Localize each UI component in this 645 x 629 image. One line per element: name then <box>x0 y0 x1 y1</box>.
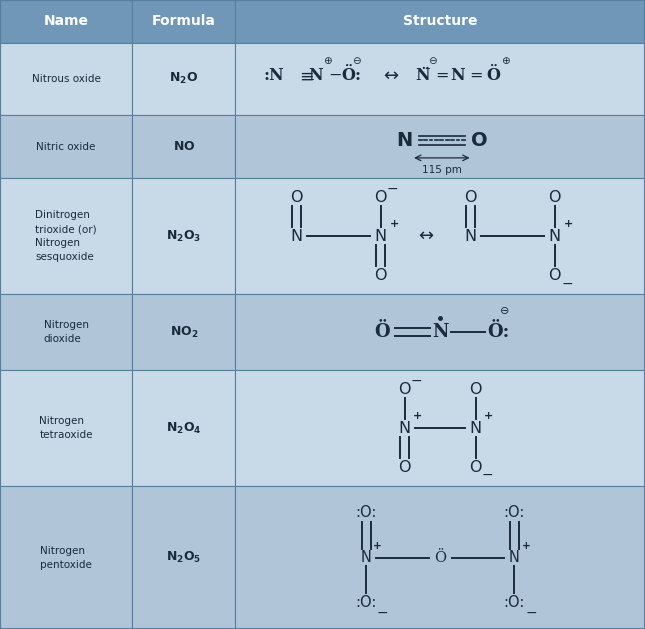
Text: $\mathbf{NO_2}$: $\mathbf{NO_2}$ <box>170 325 198 340</box>
Text: :O:: :O: <box>504 596 525 610</box>
Text: ⊖: ⊖ <box>352 57 361 66</box>
Text: $\mathbf{N_2O_3}$: $\mathbf{N_2O_3}$ <box>166 228 201 244</box>
Text: −: − <box>525 606 537 620</box>
Bar <box>235 486 645 629</box>
Text: :O:: :O: <box>355 596 377 610</box>
Text: O: O <box>464 190 477 204</box>
Text: Name: Name <box>44 14 88 28</box>
Bar <box>132 43 235 115</box>
Text: =: = <box>470 69 483 83</box>
Text: ↔: ↔ <box>382 67 398 85</box>
Text: Nitrogen
tetraoxide: Nitrogen tetraoxide <box>39 416 93 440</box>
Text: O: O <box>290 190 303 204</box>
Text: N: N <box>375 229 386 243</box>
Text: Ö:: Ö: <box>341 67 362 84</box>
Bar <box>132 486 235 629</box>
Text: ⊖: ⊖ <box>500 306 510 316</box>
Text: −: − <box>561 277 573 291</box>
Bar <box>235 115 645 178</box>
Bar <box>235 294 645 370</box>
Text: Formula: Formula <box>152 14 216 28</box>
Bar <box>0 115 132 178</box>
Text: Ö: Ö <box>486 67 501 84</box>
Text: N: N <box>549 229 561 243</box>
Bar <box>235 178 645 294</box>
Text: N: N <box>451 67 465 84</box>
Text: +: + <box>413 411 422 421</box>
Text: −: − <box>328 69 342 83</box>
Bar <box>0 370 132 486</box>
Bar <box>132 178 235 294</box>
Text: :O:: :O: <box>504 505 525 520</box>
Text: O: O <box>399 460 411 474</box>
Text: O: O <box>470 382 482 396</box>
Text: ⊕: ⊕ <box>323 57 332 66</box>
Text: Ö: Ö <box>434 550 446 565</box>
Text: N: N <box>470 421 482 435</box>
Text: N: N <box>309 67 323 84</box>
Text: O: O <box>548 268 561 282</box>
Text: Dinitrogen
trioxide (or)
Nitrogen
sesquoxide: Dinitrogen trioxide (or) Nitrogen sesquo… <box>35 210 97 262</box>
Text: O: O <box>399 382 411 396</box>
Text: $\mathbf{N_2O_5}$: $\mathbf{N_2O_5}$ <box>166 550 201 565</box>
Bar <box>0 178 132 294</box>
Bar <box>235 0 645 43</box>
Text: ⊖: ⊖ <box>428 57 437 66</box>
Text: N: N <box>291 229 303 243</box>
Bar <box>235 370 645 486</box>
Text: +: + <box>564 220 573 229</box>
Text: −: − <box>387 181 399 196</box>
Bar <box>235 43 645 115</box>
Text: 115 pm: 115 pm <box>422 165 462 175</box>
Text: ⊕: ⊕ <box>501 57 510 66</box>
Text: Nitric oxide: Nitric oxide <box>36 142 96 152</box>
Text: Structure: Structure <box>403 14 477 28</box>
Text: O: O <box>374 190 387 204</box>
Text: −: − <box>377 606 389 620</box>
Text: Ö:: Ö: <box>487 323 510 341</box>
Text: $\equiv$: $\equiv$ <box>295 67 314 85</box>
Text: N: N <box>509 550 520 565</box>
Text: O: O <box>471 131 487 150</box>
Bar <box>0 43 132 115</box>
Text: $\mathbf{N_2O}$: $\mathbf{N_2O}$ <box>170 71 198 87</box>
Text: ↔: ↔ <box>418 227 433 245</box>
Text: N: N <box>397 131 413 150</box>
Text: $\mathbf{N_2O_4}$: $\mathbf{N_2O_4}$ <box>166 420 202 436</box>
Bar <box>132 370 235 486</box>
Text: N: N <box>399 421 411 435</box>
Text: N: N <box>465 229 477 243</box>
Text: Nitrogen
pentoxide: Nitrogen pentoxide <box>40 545 92 570</box>
Text: +: + <box>484 411 493 421</box>
Text: Ö: Ö <box>374 323 390 341</box>
Text: Nitrogen
dioxide: Nitrogen dioxide <box>44 320 88 344</box>
Text: O: O <box>548 190 561 204</box>
Text: N̈: N̈ <box>415 67 430 84</box>
Text: N: N <box>361 550 372 565</box>
Text: −: − <box>410 374 422 388</box>
Text: $\mathbf{NO}$: $\mathbf{NO}$ <box>173 140 195 153</box>
Text: +: + <box>373 542 382 551</box>
Text: +: + <box>390 220 399 229</box>
Text: O: O <box>470 460 482 474</box>
Text: N: N <box>432 323 448 341</box>
Text: +: + <box>522 542 530 551</box>
Bar <box>132 115 235 178</box>
Text: :O:: :O: <box>355 505 377 520</box>
Text: =: = <box>435 69 448 83</box>
Bar <box>132 0 235 43</box>
Bar <box>0 486 132 629</box>
Text: :N: :N <box>264 67 284 84</box>
Bar <box>132 294 235 370</box>
Text: −: − <box>481 468 493 482</box>
Bar <box>0 0 132 43</box>
Bar <box>0 294 132 370</box>
Text: Nitrous oxide: Nitrous oxide <box>32 74 101 84</box>
Text: O: O <box>374 268 387 282</box>
